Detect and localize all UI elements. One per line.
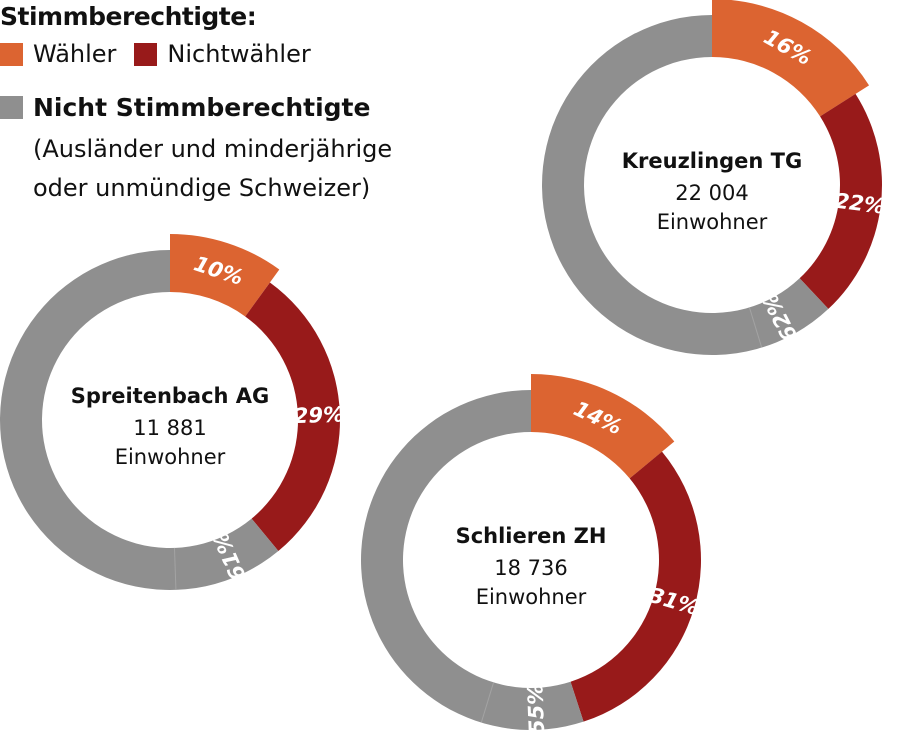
slice-label: 29%	[293, 403, 344, 429]
slice-nichtwähler	[245, 282, 340, 551]
legend-item-waehler: Wähler Nichtwähler	[0, 40, 311, 68]
legend-swatch-nichtwaehler	[134, 42, 158, 66]
population: 18 736	[494, 556, 567, 580]
slice-label: 55%	[523, 683, 549, 734]
city-name: Spreitenbach AG	[71, 384, 270, 408]
legend-label: Nichtwähler	[167, 40, 311, 68]
city-name: Kreuzlingen TG	[622, 149, 803, 173]
segment-divider	[480, 682, 495, 723]
slice-wähler	[712, 0, 870, 117]
slice-nicht-stimmberechtigte	[0, 250, 279, 590]
slice-nichtwähler	[799, 93, 883, 309]
slice-nicht-stimmberechtigte	[361, 390, 584, 730]
legend-title: Stimmberechtigte:	[0, 2, 257, 31]
population: 11 881	[133, 416, 206, 440]
city-name: Schlieren ZH	[456, 524, 607, 548]
segment-divider	[748, 307, 763, 348]
population-unit: Einwohner	[657, 210, 768, 234]
population: 22 004	[675, 181, 748, 205]
population-unit: Einwohner	[115, 445, 226, 469]
legend-swatch-waehler	[0, 42, 23, 66]
legend-swatch-gray	[0, 96, 23, 119]
legend-item-nicht-stimmberechtigte: Nicht Stimmberechtigte	[0, 93, 370, 122]
slice-nichtwähler	[570, 451, 701, 722]
slice-wähler	[531, 374, 675, 479]
legend-note-1: (Ausländer und minderjährige	[33, 135, 393, 163]
legend-label: Nicht Stimmberechtigte	[33, 93, 371, 122]
population-unit: Einwohner	[476, 585, 587, 609]
legend-label: Wähler	[33, 40, 117, 68]
segment-divider	[173, 547, 177, 590]
slice-wähler	[170, 234, 280, 317]
legend-note-2: oder unmündige Schweizer)	[33, 174, 371, 202]
slice-nicht-stimmberechtigte	[541, 15, 829, 355]
